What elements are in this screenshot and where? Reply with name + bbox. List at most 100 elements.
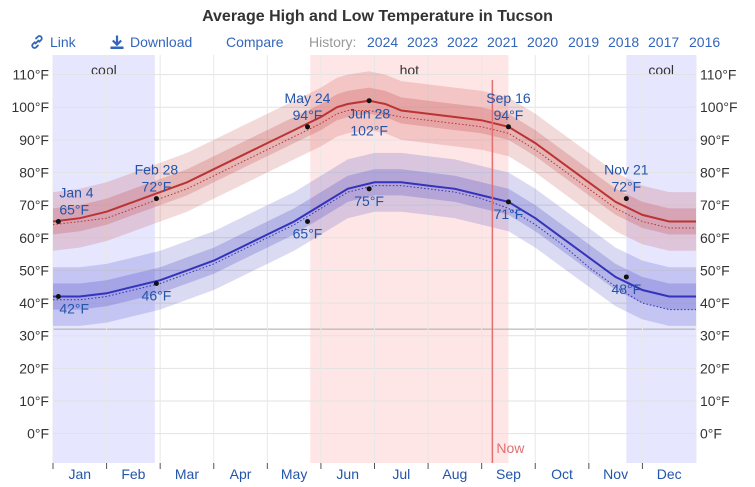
- y-tick-label-left: 100°F: [11, 99, 49, 115]
- season-band-hot: [310, 55, 509, 463]
- y-tick-label-left: 110°F: [13, 67, 49, 83]
- y-tick-label-right: 110°F: [700, 67, 736, 83]
- history-label: History:: [309, 34, 357, 50]
- season-label-cool: cool: [91, 62, 117, 78]
- link-label: Link: [50, 34, 76, 50]
- month-label-dec: Dec: [657, 466, 682, 482]
- annotation-value: 94°F: [494, 107, 524, 123]
- y-tick-label-right: 10°F: [700, 393, 730, 409]
- annotation-point-low: [305, 218, 311, 224]
- y-tick-label-left: 0°F: [27, 426, 49, 442]
- y-tick-label-right: 20°F: [700, 360, 730, 376]
- year-link-2021[interactable]: 2021: [487, 34, 519, 50]
- annotation-point-low: [366, 186, 372, 192]
- y-tick-label-left: 20°F: [19, 360, 49, 376]
- y-tick-label-left: 80°F: [19, 165, 49, 181]
- month-label-jan: Jan: [69, 466, 92, 482]
- month-label-oct: Oct: [551, 466, 573, 482]
- download-icon: [110, 35, 124, 49]
- y-tick-label-right: 30°F: [700, 328, 730, 344]
- line-low: [53, 181, 696, 298]
- annotation-point-high: [305, 124, 311, 130]
- y-tick-label-right: 0°F: [700, 426, 722, 442]
- year-link-2019[interactable]: 2019: [568, 34, 600, 50]
- season-band-cool: [626, 55, 696, 463]
- band-outer-high: [53, 71, 696, 251]
- month-label-nov: Nov: [603, 466, 628, 482]
- now-label: Now: [496, 440, 525, 456]
- month-label-apr: Apr: [230, 466, 252, 482]
- dotted-line-low: [53, 185, 696, 311]
- download-button[interactable]: Download: [109, 34, 192, 50]
- annotation-value: 65°F: [59, 201, 89, 217]
- y-tick-label-right: 40°F: [700, 295, 730, 311]
- y-tick-label-left: 50°F: [19, 262, 49, 278]
- annotation-point-low: [505, 199, 511, 205]
- annotation-date: Jun 28: [348, 106, 390, 122]
- annotation-point-high: [153, 196, 159, 202]
- annotation-value: 94°F: [293, 107, 323, 123]
- y-tick-label-right: 90°F: [700, 132, 730, 148]
- link-button[interactable]: Link: [29, 34, 76, 50]
- y-tick-label-left: 10°F: [19, 393, 49, 409]
- year-link-2023[interactable]: 2023: [407, 34, 439, 50]
- compare-button[interactable]: Compare: [226, 34, 284, 50]
- annotation-point-high: [505, 124, 511, 130]
- dotted-line-high: [52, 110, 696, 229]
- annotation-point-high: [623, 196, 629, 202]
- y-tick-label-right: 60°F: [700, 230, 730, 246]
- season-label-cool: cool: [648, 62, 674, 78]
- y-tick-label-right: 50°F: [700, 262, 730, 278]
- year-link-2018[interactable]: 2018: [608, 34, 640, 50]
- annotation-value: 72°F: [142, 179, 172, 195]
- annotation-point-low: [55, 294, 61, 300]
- y-tick-label-left: 60°F: [19, 230, 49, 246]
- month-label-feb: Feb: [121, 466, 145, 482]
- y-tick-label-left: 70°F: [19, 197, 49, 213]
- year-link-2022[interactable]: 2022: [447, 34, 479, 50]
- season-label-hot: hot: [400, 62, 420, 78]
- annotation-value: 102°F: [350, 123, 388, 139]
- annotation-value: 48°F: [611, 281, 641, 297]
- annotation-value: 65°F: [293, 225, 323, 241]
- annotation-date: Nov 21: [604, 162, 649, 178]
- band-inner-low: [53, 169, 696, 310]
- season-band-cool: [53, 55, 155, 463]
- annotation-value: 46°F: [142, 287, 172, 303]
- y-tick-label-left: 40°F: [19, 295, 49, 311]
- month-label-jun: Jun: [336, 466, 359, 482]
- y-tick-label-left: 30°F: [19, 328, 49, 344]
- year-link-2020[interactable]: 2020: [527, 34, 559, 50]
- year-link-2016[interactable]: 2016: [689, 34, 721, 50]
- annotation-value: 42°F: [59, 301, 89, 317]
- annotation-value: 72°F: [611, 179, 641, 195]
- annotation-point-low: [623, 274, 629, 280]
- year-link-2024[interactable]: 2024: [367, 34, 399, 50]
- annotation-value: 75°F: [354, 193, 384, 209]
- annotation-value: 71°F: [494, 206, 524, 222]
- month-label-sep: Sep: [496, 466, 521, 482]
- y-tick-label-right: 100°F: [700, 99, 738, 115]
- band-outer-low: [53, 152, 696, 326]
- chart-toolbar: Link Download Compare History: 2024 2023…: [0, 34, 755, 54]
- annotation-date: Feb 28: [135, 162, 179, 178]
- link-icon: [31, 35, 43, 49]
- chart-title: Average High and Low Temperature in Tucs…: [202, 8, 553, 25]
- annotation-date: Sep 16: [486, 90, 531, 106]
- annotation-point-high: [366, 98, 372, 104]
- y-tick-label-left: 90°F: [19, 132, 49, 148]
- download-label: Download: [130, 34, 193, 50]
- band-inner-high: [53, 87, 696, 235]
- annotation-date: May 24: [285, 90, 331, 106]
- annotation-point-low: [153, 280, 159, 286]
- y-tick-label-right: 80°F: [700, 165, 730, 181]
- month-label-jul: Jul: [392, 466, 410, 482]
- year-link-2017[interactable]: 2017: [648, 34, 680, 50]
- month-label-aug: Aug: [442, 466, 467, 482]
- month-label-mar: Mar: [175, 466, 199, 482]
- y-tick-label-right: 70°F: [700, 197, 730, 213]
- month-label-may: May: [281, 466, 307, 482]
- annotation-date: Jan 4: [59, 184, 93, 200]
